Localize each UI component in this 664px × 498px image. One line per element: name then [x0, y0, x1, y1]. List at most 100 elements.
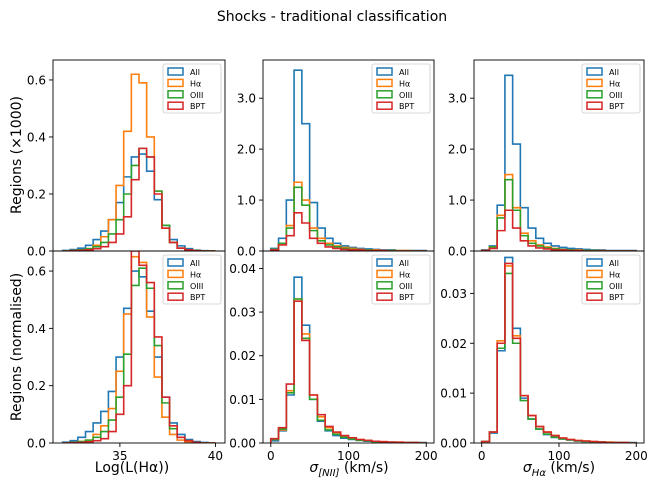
legend-frame [371, 254, 431, 305]
legend-swatch-all [167, 67, 184, 76]
legend-label-bpt: BPT [609, 102, 624, 111]
x-label-sigma-nii-symbol: σ [309, 460, 319, 476]
xtick-label-nii-bottom-0: 0 [267, 449, 275, 463]
legend-label-bpt: BPT [190, 102, 205, 111]
legend-swatch-all [376, 67, 393, 76]
ytick-label-ha-bottom-0: 0.00 [440, 437, 467, 451]
x-label-luminosity: Log(L(Hα)) [95, 460, 169, 476]
ytick-label-lum-top-1: 0.2 [27, 187, 46, 201]
ytick-label-nii-top-1: 1.0 [237, 194, 256, 208]
legend-frame [581, 63, 641, 114]
legend-frame [581, 254, 641, 305]
legend-swatch-ha [167, 78, 184, 88]
legend-swatch-all [376, 258, 393, 267]
panel-lum-top: 0.0 0.2 0.4 0.6 All Hα OIII BPT [27, 59, 226, 259]
y-label-bottom: Regions (normalised) [9, 273, 25, 421]
legend-swatch-oiii [376, 90, 393, 99]
legend-swatch-bpt [376, 292, 393, 301]
ytick-label-ha-top-0: 0.0 [448, 245, 467, 259]
panel-ha-top: 0.0 1.0 2.0 3.0 All Hα OIII BPT [448, 59, 645, 259]
x-label-sigma-ha: σHα (km/s) [523, 460, 595, 479]
legend-swatch-ha [167, 269, 184, 279]
legend-label-bpt: BPT [399, 293, 414, 302]
ytick-label-nii-bottom-2: 0.02 [229, 349, 256, 363]
legend-frame [371, 63, 431, 114]
legend-label-ha: Hα [190, 270, 201, 279]
legend-lum-bottom: All Hα OIII BPT [162, 254, 222, 305]
ytick-label-nii-bottom-1: 0.01 [229, 393, 256, 407]
hist-nii-bottom-bpt [269, 300, 427, 443]
legend-label-all: All [190, 68, 200, 77]
legend-label-bpt: BPT [399, 102, 414, 111]
ytick-label-nii-top-0: 0.0 [237, 245, 256, 259]
legend-swatch-bpt [586, 292, 603, 301]
legend-swatch-ha [376, 78, 393, 88]
ytick-label-ha-top-3: 3.0 [448, 92, 467, 106]
legend-swatch-ha [376, 269, 393, 279]
xtick-label-nii-bottom-1: 100 [337, 449, 360, 463]
x-label-sigma-nii-unit: (km/s) [339, 460, 388, 476]
ytick-label-nii-top-3: 3.0 [237, 92, 256, 106]
ytick-label-ha-top-1: 1.0 [448, 194, 467, 208]
ytick-label-nii-bottom-4: 0.04 [229, 262, 256, 276]
legend-label-ha: Hα [399, 79, 410, 88]
legend-nii-bottom: All Hα OIII BPT [371, 254, 431, 305]
xtick-label-nii-bottom-2: 200 [415, 449, 438, 463]
legend-ha-top: All Hα OIII BPT [581, 63, 641, 114]
panel-nii-bottom: 0.00 0.01 0.02 0.03 0.04 0 100 200 All Hα OIII BPT [229, 250, 438, 463]
legend-swatch-oiii [376, 281, 393, 290]
legend-label-oiii: OIII [190, 282, 203, 291]
ytick-label-nii-bottom-0: 0.00 [229, 437, 256, 451]
legend-label-oiii: OIII [609, 91, 622, 100]
legend-label-oiii: OIII [190, 91, 203, 100]
ytick-label-lum-bottom-1: 0.2 [27, 379, 46, 393]
legend-swatch-oiii [167, 281, 184, 290]
ytick-label-lum-bottom-2: 0.4 [27, 322, 46, 336]
ytick-label-ha-bottom-1: 0.01 [440, 387, 467, 401]
legend-swatch-all [167, 258, 184, 267]
ytick-label-lum-bottom-0: 0.0 [27, 437, 46, 451]
ytick-label-ha-bottom-3: 0.03 [440, 287, 467, 301]
xtick-label-ha-bottom-1: 100 [548, 449, 571, 463]
axes-frame-lum-bottom [52, 250, 226, 444]
ytick-label-ha-bottom-2: 0.02 [440, 337, 467, 351]
legend-label-oiii: OIII [399, 282, 412, 291]
legend-label-ha: Hα [190, 79, 201, 88]
legend-ha-bottom: All Hα OIII BPT [581, 254, 641, 305]
legend-lum-top: All Hα OIII BPT [162, 63, 222, 114]
x-label-sigma-ha-unit: (km/s) [546, 460, 595, 476]
legend-frame [162, 63, 222, 114]
panel-nii-top: 0.0 1.0 2.0 3.0 All Hα OIII BPT [237, 59, 435, 259]
legend-label-all: All [190, 259, 200, 268]
legend-swatch-bpt [586, 101, 603, 110]
legend-swatch-oiii [586, 90, 603, 99]
legend-label-all: All [399, 68, 409, 77]
y-label-top: Regions (×1000) [9, 96, 25, 214]
ytick-label-nii-top-2: 2.0 [237, 143, 256, 157]
legend-label-all: All [609, 68, 619, 77]
legend-swatch-ha [586, 269, 603, 279]
legend-label-bpt: BPT [190, 293, 205, 302]
xtick-label-lum-bottom-0: 35 [112, 449, 127, 463]
legend-label-oiii: OIII [399, 91, 412, 100]
ytick-label-lum-bottom-3: 0.6 [27, 265, 46, 279]
hist-lum-top-bpt [62, 147, 216, 251]
ytick-label-lum-top-2: 0.4 [27, 130, 46, 144]
xtick-label-ha-bottom-0: 0 [478, 449, 486, 463]
ytick-label-lum-top-3: 0.6 [27, 73, 46, 87]
legend-swatch-bpt [167, 101, 184, 110]
legend-label-ha: Hα [399, 270, 410, 279]
legend-nii-top: All Hα OIII BPT [371, 63, 431, 114]
legend-swatch-oiii [586, 281, 603, 290]
x-label-sigma-nii: σ[NII] (km/s) [309, 460, 388, 479]
xtick-label-ha-bottom-2: 200 [625, 449, 648, 463]
ytick-label-ha-top-2: 2.0 [448, 143, 467, 157]
panel-lum-bottom: 0.0 0.2 0.4 0.6 35 40 All Hα OIII BPT [27, 250, 226, 463]
ytick-label-nii-bottom-3: 0.03 [229, 306, 256, 320]
legend-swatch-ha [586, 78, 603, 88]
legend-swatch-all [586, 67, 603, 76]
hist-lum-bottom-bpt [62, 251, 216, 443]
ytick-label-lum-top-0: 0.0 [27, 245, 46, 259]
legend-label-oiii: OIII [609, 282, 622, 291]
